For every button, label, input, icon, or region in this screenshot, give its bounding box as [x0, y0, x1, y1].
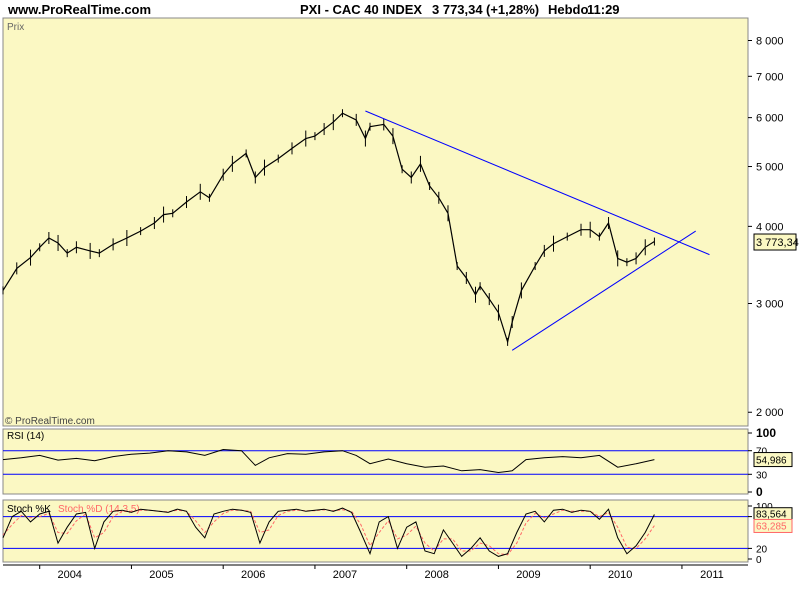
rsi-line: [2, 448, 655, 474]
rsi-panel: [2, 428, 749, 495]
watermark: © ProRealTime.com: [5, 416, 95, 427]
price-y-tick-label: 8 000: [756, 35, 784, 47]
rsi-series: [2, 448, 748, 475]
price-series: [2, 109, 655, 346]
rsi-y-tick-label: 0: [756, 485, 763, 499]
rsi-y-tick-label: 100: [756, 426, 776, 440]
stoch-k-line: [2, 507, 655, 558]
period-label: Hebdo: [548, 2, 589, 17]
price-panel: [2, 17, 749, 427]
stoch-k-last-label: 83,564: [756, 510, 787, 521]
stoch-y-tick-label: 0: [756, 555, 762, 566]
x-tick-label: 2006: [241, 569, 265, 581]
x-tick-label: 2010: [608, 569, 632, 581]
trendlines: [365, 110, 710, 351]
stoch-d-last-label: 63,285: [756, 521, 787, 532]
last-price-box: 3 773,34: [753, 233, 799, 251]
x-tick-label: 2005: [149, 569, 173, 581]
stoch-series: [2, 507, 748, 558]
rsi-last-box: 54,986: [753, 452, 793, 468]
rsi-panel-title: RSI (14): [7, 431, 44, 442]
price-y-tick-label: 6 000: [756, 113, 784, 125]
trendline: [365, 110, 710, 256]
stoch-last-boxes: 83,564 63,285: [753, 507, 793, 533]
price-y-tick-label: 2 000: [756, 407, 784, 419]
instrument-title: PXI - CAC 40 INDEX: [300, 2, 422, 17]
stoch-d-title: Stoch %D (14,3,5): [58, 504, 140, 515]
time-label: 11:29: [587, 2, 620, 17]
x-tick-label: 2008: [424, 569, 448, 581]
rsi-last-label: 54,986: [756, 456, 787, 467]
last-price-label: 3 773,34: [756, 237, 799, 249]
trendline: [511, 230, 696, 351]
stoch-y-tick-label: 20: [756, 544, 768, 555]
price-y-axis: 2 000 3 000 4 000 5 000 6 000 7 000 8 000: [748, 35, 784, 419]
price-line: [2, 112, 655, 345]
change-value: (+1,28%): [486, 2, 539, 17]
stoch-k-title: Stoch %K: [7, 504, 51, 515]
x-tick-label: 2011: [700, 569, 724, 581]
price-y-tick-label: 4 000: [756, 221, 784, 233]
price-y-tick-label: 5 000: [756, 162, 784, 174]
x-axis: 2004 2005 2006 2007 2008 2009 2010 2011: [3, 564, 748, 581]
x-tick-label: 2009: [516, 569, 540, 581]
stoch-panel: [2, 499, 749, 563]
price-y-tick-label: 3 000: [756, 299, 784, 311]
rsi-y-tick-label: 30: [756, 470, 768, 481]
x-tick-label: 2007: [333, 569, 357, 581]
last-value: 3 773,34: [432, 2, 483, 17]
price-y-tick-label: 7 000: [756, 71, 784, 83]
website-label[interactable]: www.ProRealTime.com: [7, 2, 151, 17]
price-panel-title: Prix: [7, 22, 24, 33]
x-tick-label: 2004: [57, 569, 81, 581]
